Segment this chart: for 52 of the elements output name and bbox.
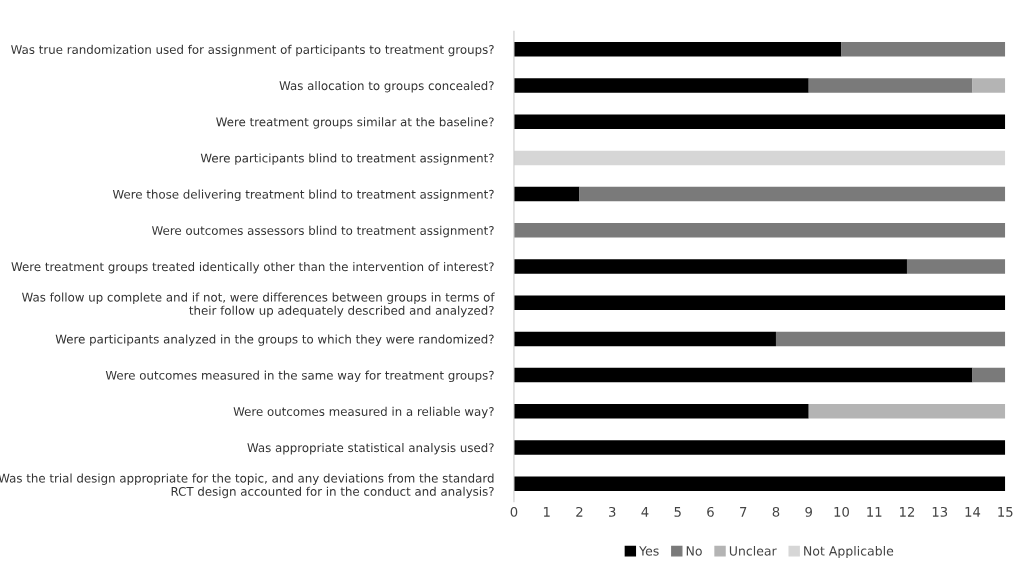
bar — [513, 186, 580, 202]
bar — [513, 295, 1006, 310]
x-tick-label: 6 — [707, 506, 714, 517]
x-tick-label: 15 — [998, 507, 1013, 517]
bar — [513, 78, 809, 93]
bar — [513, 114, 1006, 129]
x-tick-label: 7 — [740, 507, 747, 517]
y-tick-label: Were those delivering treatment blind to treatment assignment? — [112, 189, 494, 202]
x-tick-label: 14 — [965, 507, 981, 517]
y-tick-label: Were treatment groups similar at the baseline? — [216, 117, 494, 129]
y-tick-label: Were treatment groups treated identically other than the intervention of interest? — [11, 262, 494, 274]
legend-label: No — [686, 546, 702, 556]
x-tick-label: 4 — [641, 507, 649, 517]
bar — [513, 404, 809, 419]
bar — [513, 440, 1006, 455]
bar — [808, 78, 973, 93]
bar — [972, 78, 1006, 93]
y-tick-label: Were participants analyzed in the groups to which they were randomized? — [55, 334, 494, 346]
x-tick-label: 12 — [900, 506, 915, 517]
legend-label: Yes — [639, 546, 659, 556]
x-tick-label: 5 — [674, 507, 681, 517]
y-tick-label: Were participants blind to treatment assignment? — [200, 153, 494, 165]
x-tick-label: 8 — [772, 506, 780, 517]
y-tick-label: Were outcomes measured in a reliable way? — [233, 406, 494, 419]
y-tick-label: Were outcomes measured in the same way for treatment groups? — [105, 370, 494, 383]
bar — [579, 186, 1006, 202]
legend-label: Not Applicable — [804, 545, 894, 559]
x-tick-label: 1 — [543, 507, 550, 517]
x-tick-label: 0 — [510, 506, 518, 517]
bar — [513, 223, 1006, 238]
bar — [808, 404, 1006, 419]
bar — [775, 331, 1006, 347]
y-tick-label: Was follow up complete and if not, were differences between groups in terms of their follow up adequately described and analyzed? — [21, 292, 495, 318]
x-tick-label: 11 — [867, 507, 882, 517]
x-tick-label: 13 — [932, 506, 948, 517]
y-tick-label: Was appropriate statistical analysis used? — [247, 443, 494, 455]
bar — [513, 367, 973, 383]
y-tick-label: Were outcomes assessors blind to treatment assignment? — [151, 225, 494, 238]
x-tick-label: 3 — [609, 506, 616, 517]
bar — [841, 42, 1006, 57]
bar — [906, 259, 1006, 274]
y-tick-label: Was allocation to groups concealed? — [279, 81, 494, 93]
bar — [513, 476, 1006, 491]
bar — [513, 259, 907, 274]
x-tick-label: 2 — [576, 506, 583, 517]
legend-label: Unclear — [729, 545, 777, 556]
bar — [972, 367, 1006, 383]
y-tick-label: Was true randomization used for assignment of participants to treatment groups? — [11, 44, 494, 57]
x-tick-label: 9 — [805, 506, 812, 517]
bar — [513, 331, 776, 347]
bar — [513, 42, 842, 57]
x-tick-label: 10 — [834, 506, 849, 517]
